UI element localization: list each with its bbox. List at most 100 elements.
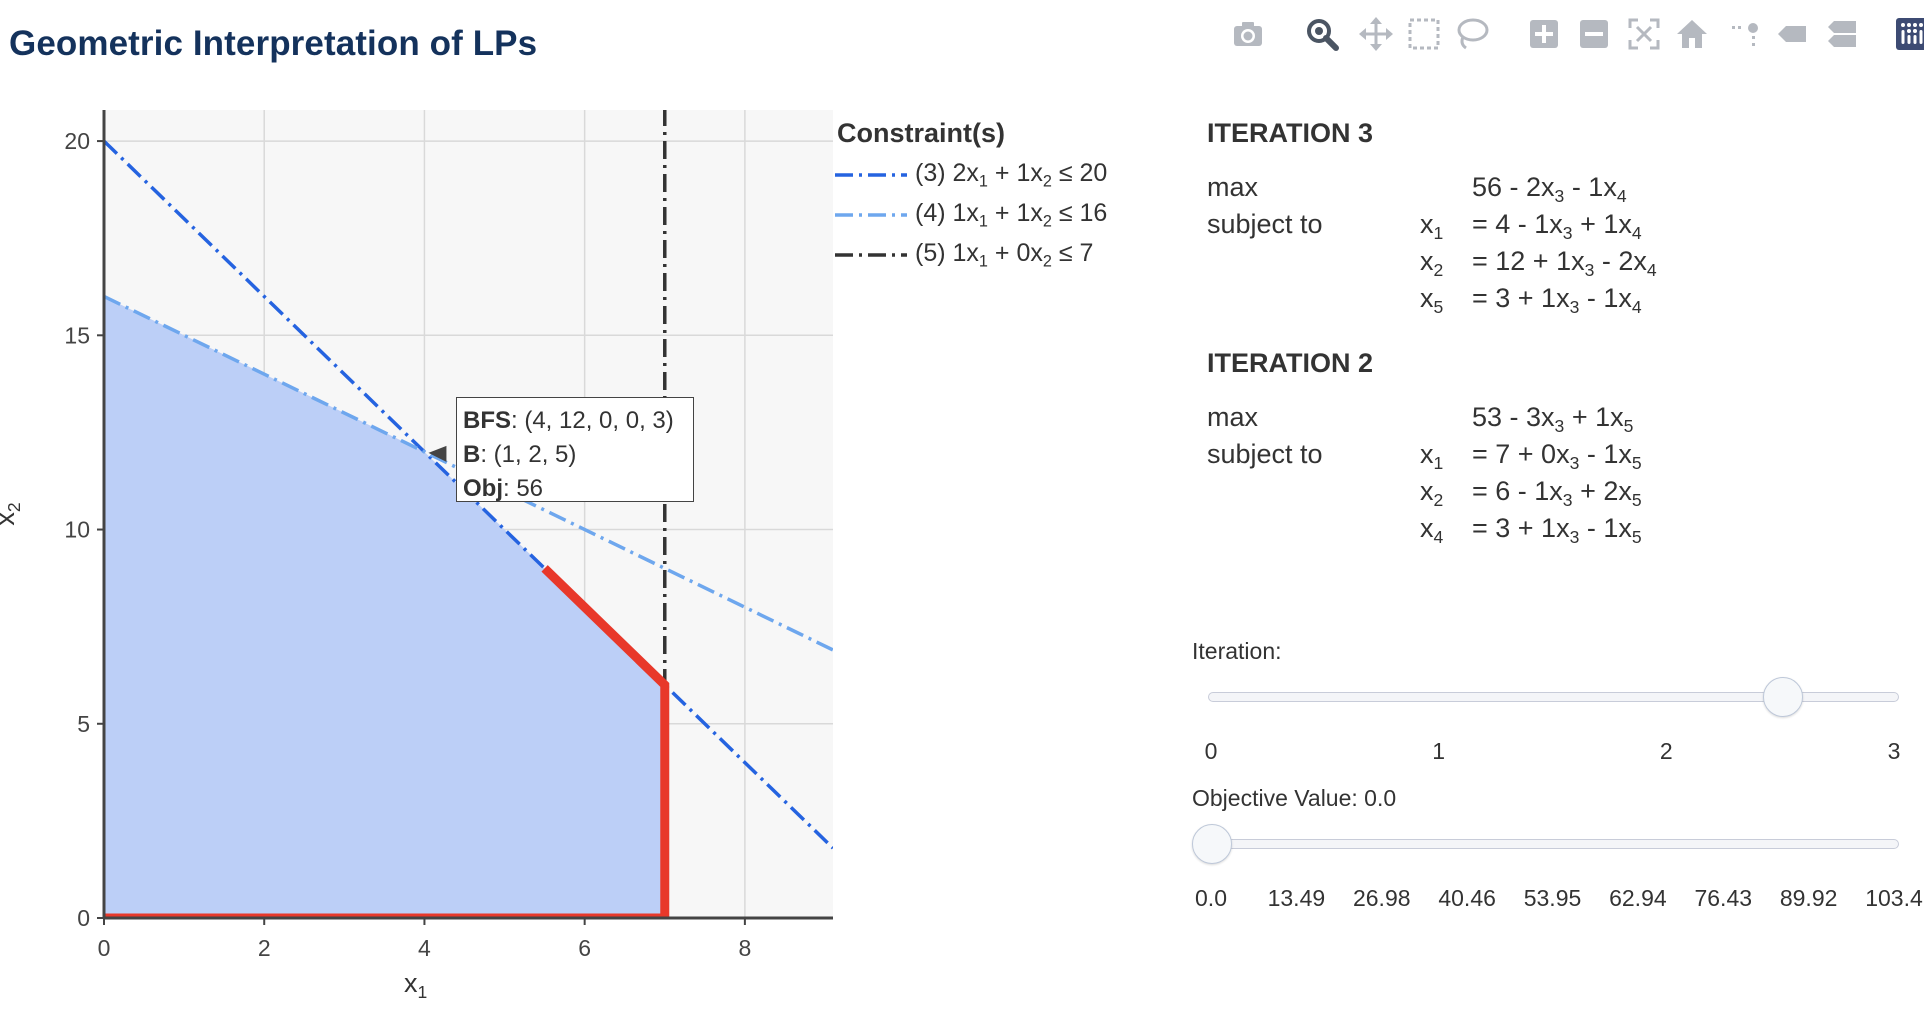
basic-variable: x2 <box>1420 246 1444 281</box>
plot-content <box>104 110 833 918</box>
constraint-legend: Constraint(s) (3) 2x1 + 1x2 ≤ 20 (4) 1x1 … <box>835 118 1135 275</box>
reset-axes-button[interactable] <box>1672 14 1712 54</box>
x-tick-label: 6 <box>578 935 591 961</box>
objective-slider[interactable]: Objective Value: 0.0 0.0 13.49 26.98 40.46 5… <box>1189 785 1923 911</box>
x-tick-label: 8 <box>738 935 751 961</box>
legend-title: Constraint(s) <box>837 118 1005 148</box>
legend-item-4[interactable]: (4) 1x1 + 1x2 ≤ 16 <box>835 195 1135 235</box>
iteration-title: ITERATION 2 <box>1207 348 1374 378</box>
hover-closest-icon <box>1778 26 1806 42</box>
objective-tick-label: 0.0 <box>1195 885 1227 911</box>
row-label: subject to <box>1207 209 1323 239</box>
tooltip-basis-row: B: (1, 2, 5) <box>463 438 693 472</box>
zoom-in-button[interactable] <box>1524 14 1564 54</box>
spikelines-icon <box>1732 23 1758 46</box>
bfs-tooltip: BFS: (4, 12, 0, 0, 3) B: (1, 2, 5) Obj : … <box>456 397 694 502</box>
iteration-slider-ticks: 0 1 2 3 <box>1189 738 1909 768</box>
zoom-button[interactable] <box>1302 14 1342 54</box>
legend-swatch <box>835 253 907 257</box>
objective-tick-label: 62.94 <box>1609 885 1667 911</box>
legend-items: (3) 2x1 + 1x2 ≤ 20 (4) 1x1 + 1x2 ≤ 16 (5) … <box>835 155 1135 275</box>
pan-button[interactable] <box>1356 14 1396 54</box>
plot-toolbar <box>1226 14 1924 54</box>
basic-variable: x4 <box>1420 513 1444 548</box>
legend-item-5[interactable]: (5) 1x1 + 0x2 ≤ 7 <box>835 235 1135 275</box>
row-expression: = 6 - 1x3 + 2x5 <box>1472 476 1642 511</box>
basic-variable: x2 <box>1420 476 1444 511</box>
objective-slider-ticks: 0.0 13.49 26.98 40.46 53.95 62.94 76.43 89.92 10… <box>1189 885 1923 915</box>
lasso-select-button[interactable] <box>1452 14 1492 54</box>
tooltip-basis-label: B <box>463 441 481 468</box>
lp-plot[interactable]: 0 2 4 6 8 0 5 10 15 20 x1 x2 <box>0 90 860 1025</box>
y-tick-label: 15 <box>64 322 90 348</box>
row-expression: = 3 + 1x3 - 1x5 <box>1472 513 1642 548</box>
objective-tick-label: 53.95 <box>1523 885 1582 911</box>
tooltip-bfs-label: BFS <box>463 407 511 434</box>
objective-slider-label: Objective Value: 0.0 <box>1192 785 1397 811</box>
tooltip-pointer <box>428 445 447 462</box>
dictionary-row: max 56 - 2x3 - 1x4 <box>1207 172 1727 209</box>
iteration-block: ITERATION 3 max 56 - 2x3 - 1x4 subject to x1… <box>1207 118 1727 320</box>
objective-tick-label: 26.98 <box>1352 885 1411 911</box>
legend-label: (3) 2x1 + 1x2 ≤ 20 <box>915 158 1108 191</box>
iteration-block: ITERATION 2 max 53 - 3x3 + 1x5 subject to x1… <box>1207 348 1727 550</box>
objective-slider-handle[interactable] <box>1192 824 1232 864</box>
box-select-icon <box>1408 18 1440 50</box>
camera-button[interactable] <box>1228 14 1268 54</box>
tooltip-obj-label: Obj <box>463 475 503 502</box>
plotly-logo-button[interactable] <box>1892 14 1924 54</box>
box-select-button[interactable] <box>1404 14 1444 54</box>
row-expression: = 7 + 0x3 - 1x5 <box>1472 439 1642 474</box>
row-expression: = 12 + 1x3 - 2x4 <box>1472 246 1657 281</box>
reset-axes-icon <box>1677 20 1707 48</box>
objective-tick-label: 76.43 <box>1694 885 1753 911</box>
iteration-slider-track[interactable] <box>1208 692 1899 702</box>
simplex-path <box>104 565 670 918</box>
y-tick-label: 0 <box>77 905 90 931</box>
tooltip-obj-row: Obj: 56 <box>463 472 693 506</box>
plotly-logo-icon <box>1896 18 1924 50</box>
y-tick-label: 20 <box>64 128 90 154</box>
dictionary-panel: ITERATION 3 max 56 - 2x3 - 1x4 subject to x1… <box>1207 118 1727 578</box>
dictionary-row: x5 = 3 + 1x3 - 1x4 <box>1207 283 1727 320</box>
iteration-slider-label: Iteration: <box>1192 638 1282 664</box>
row-label: subject to <box>1207 439 1323 469</box>
pan-icon <box>1359 17 1393 51</box>
camera-icon <box>1234 22 1262 46</box>
row-label: max <box>1207 172 1259 202</box>
zoom-out-button[interactable] <box>1574 14 1614 54</box>
dictionary-row: max 53 - 3x3 + 1x5 <box>1207 402 1727 439</box>
legend-label: (5) 1x1 + 0x2 ≤ 7 <box>915 238 1094 271</box>
page-title: Geometric Interpretation of LPs <box>9 24 538 63</box>
dictionary-row: x2 = 6 - 1x3 + 2x5 <box>1207 476 1727 513</box>
iteration-tick-label: 1 <box>1432 738 1446 764</box>
x-tick-label: 2 <box>258 935 271 961</box>
legend-item-3[interactable]: (3) 2x1 + 1x2 ≤ 20 <box>835 155 1135 195</box>
autoscale-icon <box>1628 18 1660 50</box>
iteration-slider[interactable]: Iteration: 0 1 2 3 <box>1189 638 1909 764</box>
lasso-select-icon <box>1457 18 1489 50</box>
iteration-slider-handle[interactable] <box>1763 677 1804 717</box>
autoscale-button[interactable] <box>1624 14 1664 54</box>
hover-compare-icon <box>1828 21 1856 47</box>
objective-slider-track[interactable] <box>1208 839 1899 849</box>
legend-swatch <box>835 213 907 217</box>
x-tick-label: 0 <box>98 935 111 961</box>
row-expression: = 3 + 1x3 - 1x4 <box>1472 283 1642 318</box>
y-tick-label: 5 <box>77 711 90 737</box>
iteration-tick-label: 2 <box>1659 738 1673 764</box>
hover-compare-button[interactable] <box>1822 14 1862 54</box>
hover-closest-button[interactable] <box>1772 14 1812 54</box>
objective-tick-label: 40.46 <box>1438 885 1496 911</box>
spikelines-button[interactable] <box>1724 14 1764 54</box>
dictionary-row: x2 = 12 + 1x3 - 2x4 <box>1207 246 1727 283</box>
tooltip-bfs-value: : (4, 12, 0, 0, 3) <box>511 407 674 434</box>
x-axis-title: x1 <box>404 968 427 1002</box>
row-expression: 56 - 2x3 - 1x4 <box>1472 172 1627 207</box>
y-tick-label: 10 <box>64 517 90 543</box>
tooltip-basis-value: : (1, 2, 5) <box>480 441 577 468</box>
iteration-title: ITERATION 3 <box>1207 118 1374 148</box>
objective-tick-label: 103.4 <box>1865 885 1923 911</box>
basic-variable: x5 <box>1420 283 1444 318</box>
iteration-tick-label: 3 <box>1887 738 1901 764</box>
